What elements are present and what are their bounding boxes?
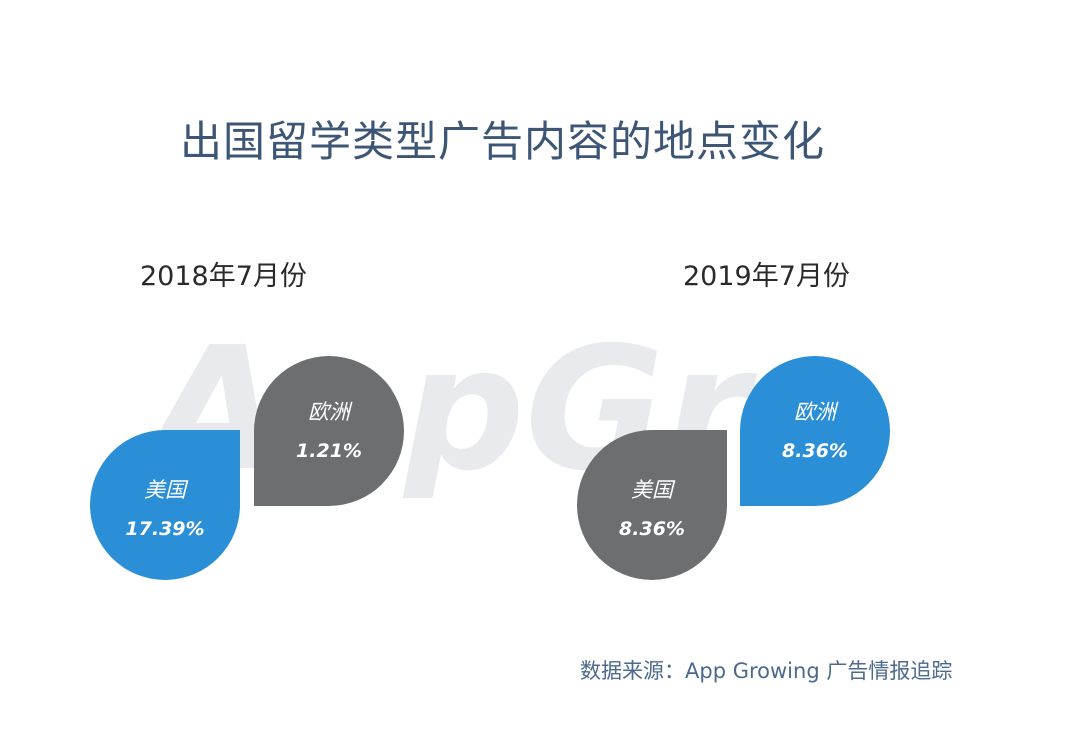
region-name: 美国 bbox=[631, 478, 673, 502]
data-source: 数据来源：App Growing 广告情报追踪 bbox=[580, 659, 953, 683]
region-value: 8.36% bbox=[782, 440, 848, 462]
page-title: 出国留学类型广告内容的地点变化 bbox=[180, 117, 826, 166]
region-name: 欧洲 bbox=[794, 400, 836, 424]
region-name: 美国 bbox=[144, 478, 186, 502]
drop-2019-us: 美国 8.36% bbox=[577, 430, 727, 580]
region-value: 8.36% bbox=[619, 518, 685, 540]
drop-2018-europe: 欧洲 1.21% bbox=[254, 356, 404, 506]
region-name: 欧洲 bbox=[308, 400, 350, 424]
region-value: 1.21% bbox=[296, 440, 362, 462]
drop-2019-europe: 欧洲 8.36% bbox=[740, 356, 890, 506]
region-value: 17.39% bbox=[125, 518, 205, 540]
period-label-2018: 2018年7月份 bbox=[140, 261, 307, 292]
drop-2018-us: 美国 17.39% bbox=[90, 430, 240, 580]
period-label-2019: 2019年7月份 bbox=[683, 261, 850, 292]
